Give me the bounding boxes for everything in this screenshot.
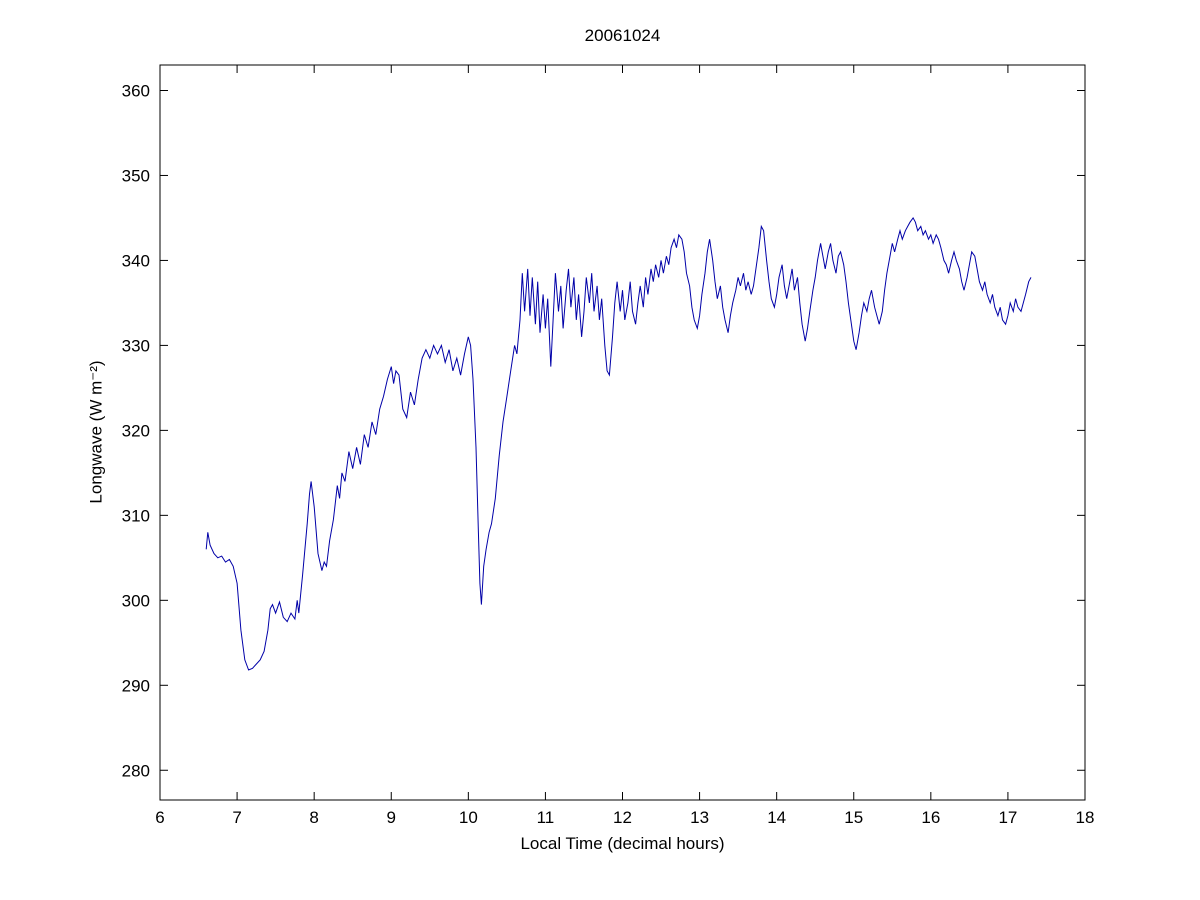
y-tick-label: 290 [122,676,150,695]
x-tick-label: 13 [690,808,709,827]
y-axis-label: Longwave (W m⁻²) [86,360,106,504]
y-tick-label: 280 [122,761,150,780]
y-tick-label: 340 [122,251,150,270]
y-tick-label: 300 [122,591,150,610]
x-tick-label: 9 [387,808,396,827]
x-tick-label: 15 [844,808,863,827]
data-line [205,216,1032,671]
x-tick-label: 14 [767,808,786,827]
y-tick-label: 330 [122,336,150,355]
y-tick-label: 310 [122,506,150,525]
x-tick-label: 7 [232,808,241,827]
y-tick-label: 360 [122,81,150,100]
x-tick-label: 17 [998,808,1017,827]
y-tick-label: 320 [122,421,150,440]
x-tick-label: 16 [921,808,940,827]
x-tick-label: 18 [1076,808,1095,827]
x-tick-label: 12 [613,808,632,827]
x-axis-label: Local Time (decimal hours) [520,834,725,853]
y-tick-label: 350 [122,166,150,185]
chart-title: 20061024 [584,26,661,45]
axes-box [159,64,1086,801]
x-tick-label: 6 [155,808,164,827]
x-tick-label: 8 [309,808,318,827]
x-tick-label: 11 [537,808,555,827]
x-tick-label: 10 [459,808,478,827]
